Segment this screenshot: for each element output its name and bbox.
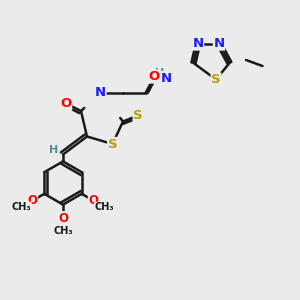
Text: O: O	[149, 70, 160, 83]
Text: H: H	[50, 145, 58, 155]
Text: S: S	[108, 137, 117, 151]
Text: H: H	[155, 68, 164, 78]
Text: S: S	[211, 73, 221, 86]
Text: N: N	[95, 86, 106, 100]
Text: CH₃: CH₃	[53, 226, 73, 236]
Text: N: N	[192, 37, 204, 50]
Text: S: S	[133, 109, 143, 122]
Text: CH₃: CH₃	[94, 202, 114, 212]
Text: CH₃: CH₃	[12, 202, 32, 212]
Text: O: O	[58, 212, 68, 225]
Text: O: O	[60, 97, 72, 110]
Text: O: O	[88, 194, 98, 207]
Text: N: N	[161, 71, 172, 85]
Text: N: N	[213, 37, 225, 50]
Text: O: O	[28, 194, 38, 207]
